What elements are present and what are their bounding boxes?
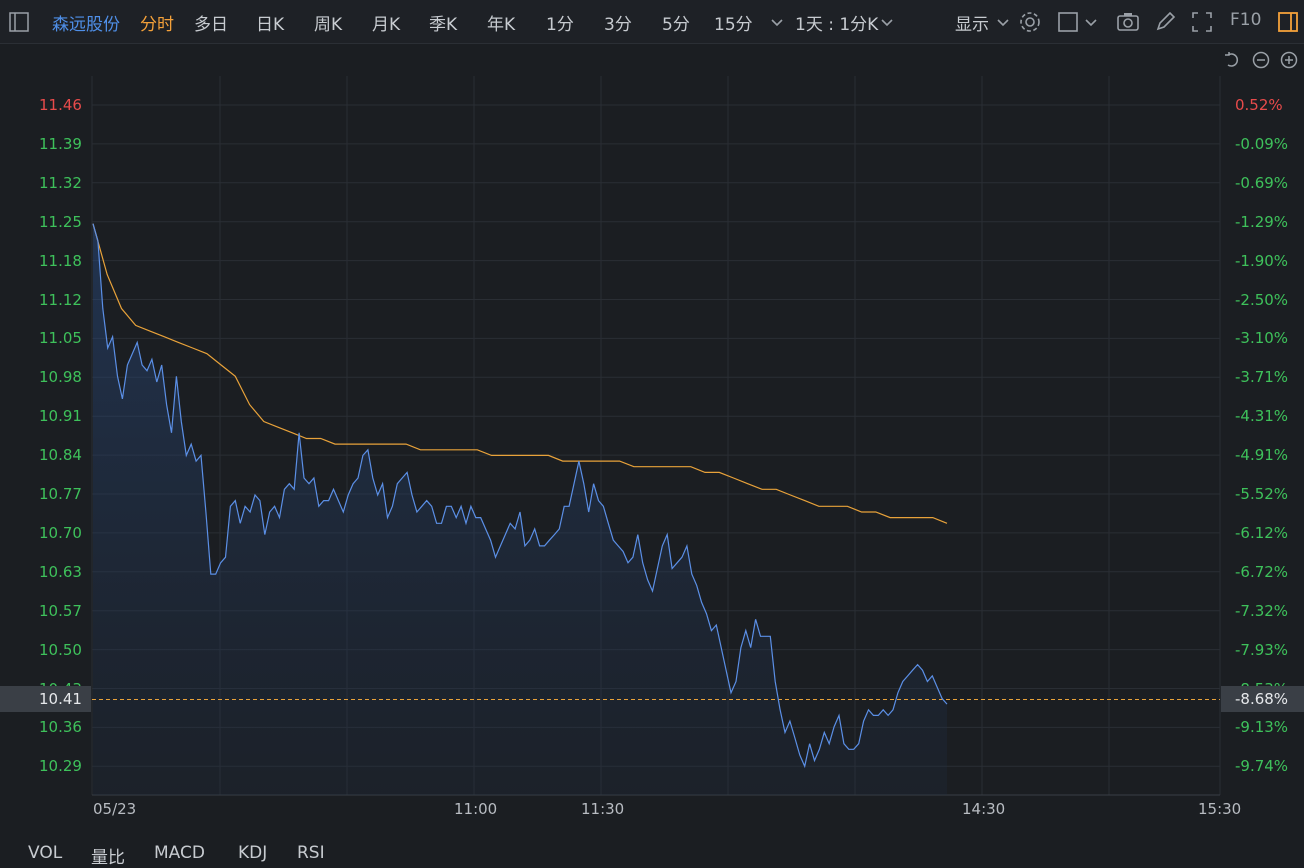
tab-3min[interactable]: 3分	[604, 15, 632, 35]
tab-fenshi[interactable]: 分时	[140, 15, 174, 35]
y-tick-pct: -7.93%	[1235, 640, 1289, 659]
y-tick-pct: -3.71%	[1235, 368, 1289, 387]
y-tick-pct: -7.32%	[1235, 601, 1289, 620]
y-tick-pct: -9.13%	[1235, 718, 1289, 737]
x-tick-label: 11:30	[581, 800, 625, 818]
current-change-tag: -8.68%	[1221, 686, 1304, 712]
tab-yuek[interactable]: 月K	[372, 15, 401, 35]
x-tick-label: 11:00	[454, 800, 498, 818]
y-tick-pct: -5.52%	[1235, 485, 1289, 503]
undo-icon[interactable]	[1223, 50, 1243, 70]
series-layer	[92, 223, 948, 769]
y-tick-price: 10.91	[39, 407, 82, 426]
tab-5min[interactable]: 5分	[662, 15, 690, 35]
gear-icon[interactable]	[1017, 9, 1043, 35]
indicator-tabs: VOL 量比 MACD KDJ RSI	[0, 843, 1304, 868]
y-tick-pct: -4.91%	[1235, 446, 1289, 465]
y-tick-price: 11.46	[39, 96, 82, 114]
fullscreen-icon[interactable]	[1189, 9, 1215, 35]
price-line	[92, 223, 948, 769]
pencil-icon[interactable]	[1152, 9, 1178, 35]
y-tick-price: 10.36	[39, 718, 82, 737]
zoom-in-icon[interactable]	[1279, 50, 1299, 70]
y-tick-pct: -2.50%	[1235, 290, 1289, 309]
chevron-down-icon[interactable]	[874, 9, 900, 35]
tab-kdj[interactable]: KDJ	[238, 843, 268, 863]
tab-rik[interactable]: 日K	[256, 15, 285, 35]
y-tick-price: 11.32	[39, 173, 82, 192]
tab-jik[interactable]: 季K	[429, 15, 458, 35]
chevron-down-icon[interactable]	[764, 9, 790, 35]
camera-icon[interactable]	[1115, 9, 1141, 35]
current-price-tag: 10.41	[0, 686, 91, 712]
y-tick-price: 11.18	[39, 251, 82, 270]
y-tick-pct: 0.52%	[1235, 96, 1283, 114]
y-tick-pct: -3.10%	[1235, 329, 1289, 348]
y-tick-pct: -6.12%	[1235, 523, 1289, 542]
chevron-down-icon[interactable]	[990, 9, 1016, 35]
x-tick-label: 15:30	[1198, 800, 1242, 818]
y-tick-price: 11.25	[39, 212, 82, 231]
y-tick-pct: -4.31%	[1235, 407, 1289, 426]
panel-icon[interactable]	[1275, 9, 1301, 35]
tab-liangbi[interactable]: 量比	[91, 848, 125, 868]
tab-vol[interactable]: VOL	[28, 843, 63, 863]
y-tick-price: 10.84	[39, 446, 82, 465]
y-tick-pct: -0.09%	[1235, 134, 1289, 153]
sidebar-toggle-icon[interactable]	[6, 9, 32, 35]
zoom-out-icon[interactable]	[1251, 50, 1271, 70]
y-tick-pct: -1.29%	[1235, 212, 1289, 231]
y-tick-price: 10.29	[39, 757, 82, 776]
y-tick-pct: -9.74%	[1235, 757, 1289, 776]
y-tick-price: 10.77	[39, 485, 82, 503]
x-tick-label: 05/23	[93, 800, 137, 818]
y-tick-price: 10.70	[39, 523, 82, 542]
y-tick-pct: -6.72%	[1235, 562, 1289, 581]
y-tick-price: 10.98	[39, 368, 82, 387]
y-tick-price: 10.57	[39, 601, 82, 620]
y-tick-pct: -0.69%	[1235, 173, 1289, 192]
tab-zhouk[interactable]: 周K	[314, 15, 343, 35]
y-tick-price: 11.05	[39, 329, 82, 348]
square-icon[interactable]	[1055, 9, 1081, 35]
toolbar: 森远股份 分时 多日 日K 周K 月K 季K 年K 1分 3分 5分 15分 1…	[0, 0, 1304, 44]
y-tick-price: 11.12	[39, 290, 82, 309]
tab-macd[interactable]: MACD	[154, 843, 205, 863]
y-tick-price: 10.63	[39, 562, 82, 581]
y-tick-pct: -1.90%	[1235, 251, 1289, 270]
price-chart[interactable]	[0, 44, 1304, 799]
tab-duori[interactable]: 多日	[194, 15, 228, 35]
f10-button[interactable]: F10	[1230, 10, 1262, 30]
price-area	[93, 223, 947, 795]
stock-name[interactable]: 森远股份	[52, 15, 120, 35]
y-tick-price: 10.50	[39, 640, 82, 659]
display-menu[interactable]: 显示	[955, 15, 989, 35]
x-tick-label: 14:30	[962, 800, 1006, 818]
tab-15min[interactable]: 15分	[714, 15, 753, 35]
range-select[interactable]: 1天 : 1分K	[795, 15, 879, 35]
avg-price-line	[92, 223, 948, 524]
chevron-down-icon[interactable]	[1078, 9, 1104, 35]
tab-niank[interactable]: 年K	[487, 15, 516, 35]
tab-1min[interactable]: 1分	[546, 15, 574, 35]
y-tick-price: 11.39	[39, 134, 82, 153]
tab-rsi[interactable]: RSI	[297, 843, 325, 863]
